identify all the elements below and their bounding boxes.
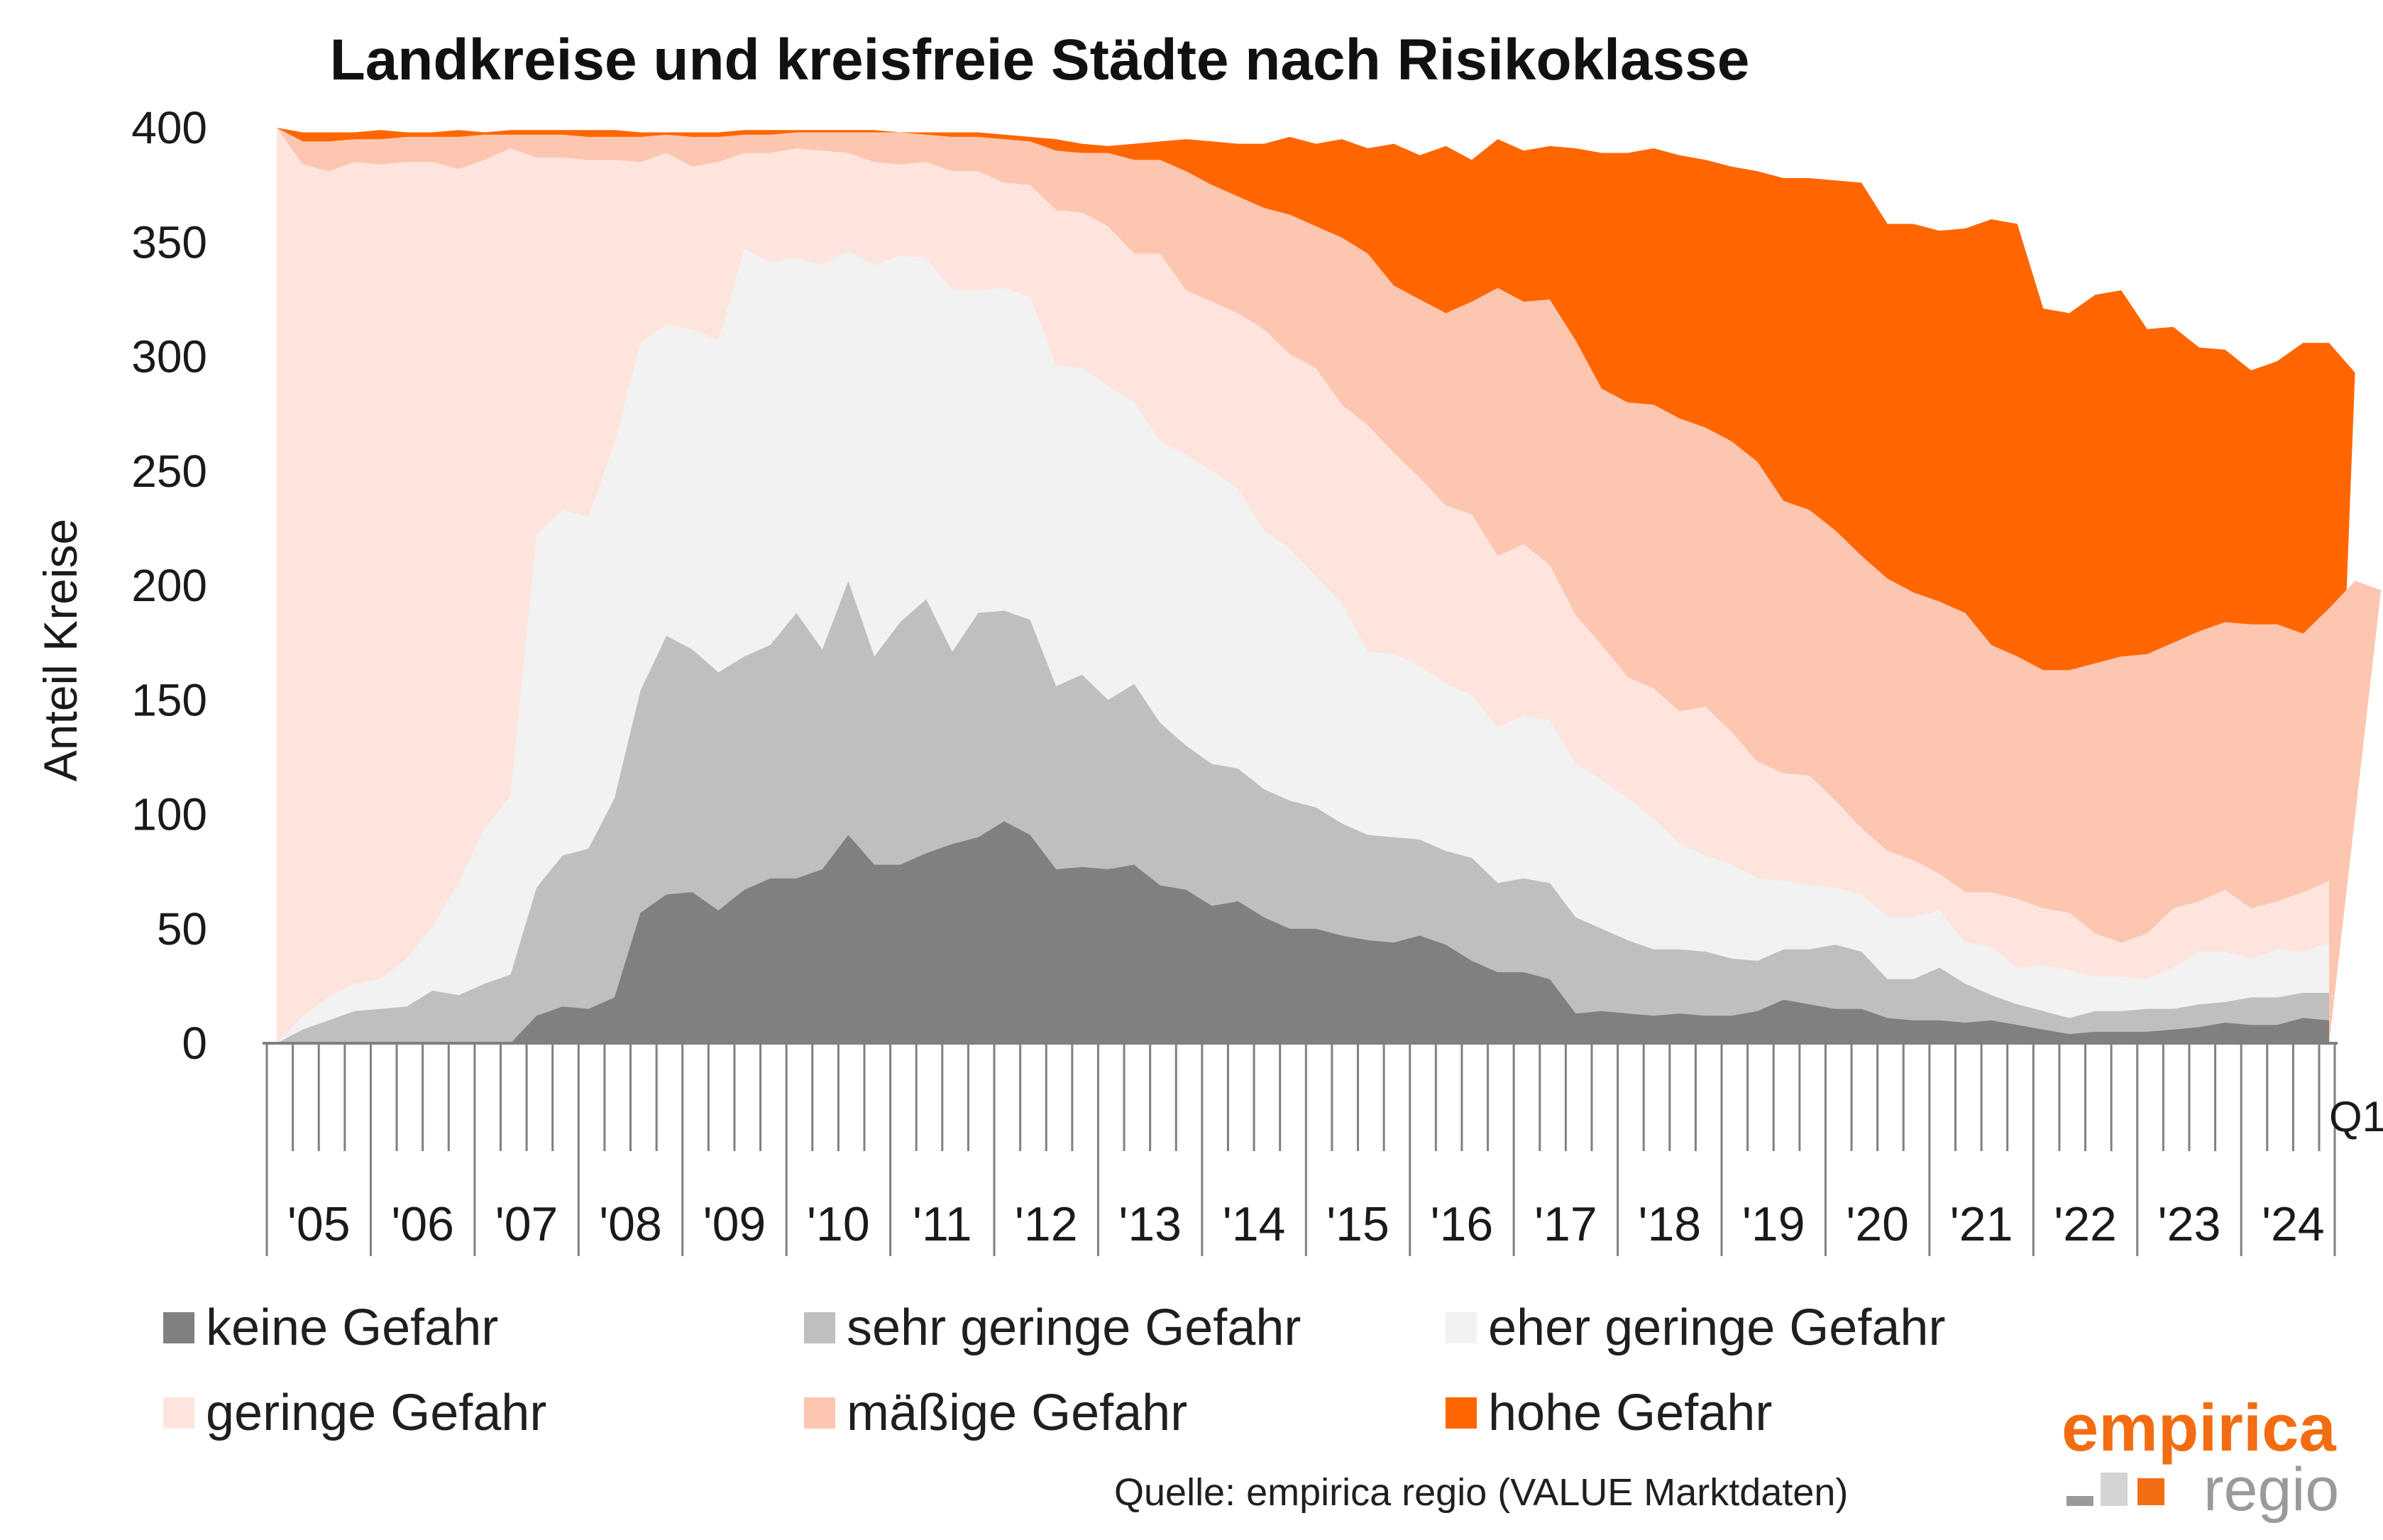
legend-item: keine Gefahr (163, 1299, 498, 1357)
x-year-label: '19 (1742, 1197, 1805, 1251)
logo-square-dash (2066, 1496, 2093, 1506)
x-year-label: '13 (1118, 1197, 1182, 1251)
y-tick-label: 50 (157, 903, 207, 955)
x-year-label: '23 (2158, 1197, 2221, 1251)
x-end-label: Q1 (2329, 1093, 2383, 1140)
legend-item: geringe Gefahr (163, 1384, 546, 1442)
logo-wordmark-bottom: regio (2203, 1456, 2340, 1524)
x-year-label: '08 (599, 1197, 662, 1251)
x-year-label: '20 (1846, 1197, 1909, 1251)
x-year-label: '21 (1950, 1197, 2013, 1251)
legend-swatch (804, 1312, 835, 1343)
y-tick-label: 350 (131, 216, 207, 268)
source-note: Quelle: empirica regio (VALUE Marktdaten… (1114, 1471, 1849, 1514)
legend-swatch (804, 1397, 835, 1429)
x-year-label: '15 (1326, 1197, 1389, 1251)
x-year-label: '05 (287, 1197, 351, 1251)
y-tick-label: 300 (131, 331, 207, 383)
x-year-label: '14 (1223, 1197, 1286, 1251)
y-tick-label: 100 (131, 789, 207, 840)
chart-title: Landkreise und kreisfreie Städte nach Ri… (330, 28, 1750, 92)
legend-swatch (163, 1312, 194, 1343)
legend-label: eher geringe Gefahr (1488, 1299, 1946, 1356)
legend-label: sehr geringe Gefahr (847, 1299, 1301, 1356)
x-year-label: '11 (913, 1197, 972, 1251)
y-axis-label: Anteil Kreise (34, 519, 87, 782)
y-tick-label: 0 (182, 1018, 207, 1069)
x-year-label: '22 (2054, 1197, 2117, 1251)
y-tick-label: 200 (131, 560, 207, 611)
x-axis: '05 '06 '07 '08 '09 '10 '11 '12 '13 '14 '15 '16 '17 '… (263, 1042, 2383, 1256)
legend-swatch (1446, 1397, 1477, 1429)
legend-item: mäßige Gefahr (804, 1384, 1187, 1442)
x-year-label: '10 (807, 1197, 870, 1251)
x-year-label: '07 (495, 1197, 558, 1251)
x-year-label: '12 (1015, 1197, 1078, 1251)
x-year-label: '24 (2262, 1197, 2325, 1251)
legend-label: mäßige Gefahr (847, 1385, 1188, 1441)
legend-item: eher geringe Gefahr (1446, 1299, 1945, 1357)
legend-swatch (163, 1397, 194, 1429)
x-year-label: '17 (1534, 1197, 1597, 1251)
x-year-label: '09 (703, 1197, 766, 1251)
legend-item: hohe Gefahr (1446, 1384, 1772, 1442)
legend-label: keine Gefahr (206, 1299, 499, 1356)
y-axis-ticks: 0 50 100 150 200 250 300 350 400 (131, 102, 207, 1069)
logo-square-orange (2137, 1478, 2164, 1505)
x-year-label: '16 (1431, 1197, 1494, 1251)
y-tick-label: 250 (131, 446, 207, 497)
area-series-group (277, 128, 2382, 1043)
legend-label: geringe Gefahr (206, 1385, 547, 1441)
logo-square-light (2101, 1473, 2128, 1506)
legend-swatch (1446, 1312, 1477, 1343)
logo-wordmark-top: empirica (2062, 1390, 2336, 1465)
x-year-label: '06 (391, 1197, 454, 1251)
y-tick-label: 150 (131, 674, 207, 725)
risk-class-area-chart: Landkreise und kreisfreie Städte nach Ri… (34, 28, 2383, 1256)
x-year-label: '18 (1638, 1197, 1701, 1251)
legend-item: sehr geringe Gefahr (804, 1299, 1301, 1357)
legend-label: hohe Gefahr (1488, 1385, 1773, 1441)
y-tick-label: 400 (131, 102, 207, 153)
area-keine-gefahr (277, 821, 2329, 1043)
